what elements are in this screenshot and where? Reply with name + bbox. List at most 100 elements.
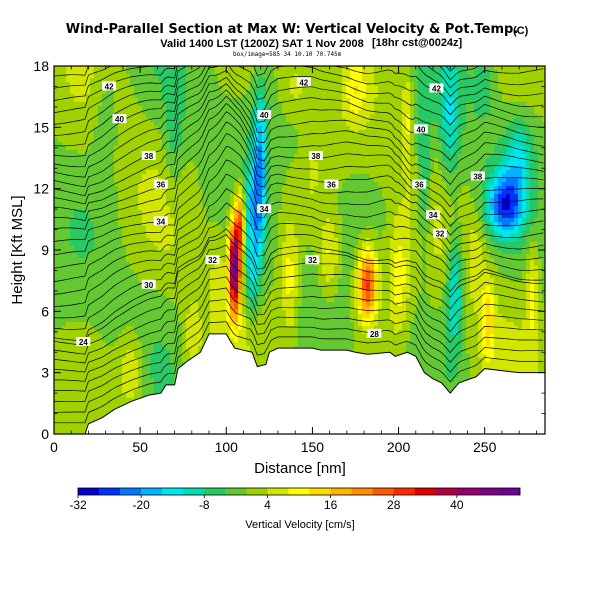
velocity-cell: [98, 182, 103, 187]
velocity-cell: [190, 70, 195, 75]
velocity-cell: [226, 166, 231, 171]
velocity-cell: [126, 110, 131, 115]
velocity-cell: [158, 226, 163, 231]
velocity-cell: [298, 98, 303, 103]
velocity-cell: [398, 210, 403, 215]
velocity-cell: [90, 122, 95, 127]
velocity-cell: [370, 218, 375, 223]
velocity-cell: [58, 122, 63, 127]
velocity-cell: [250, 102, 255, 107]
velocity-cell: [282, 106, 287, 111]
velocity-cell: [82, 74, 87, 79]
velocity-cell: [102, 78, 107, 83]
velocity-cell: [450, 126, 455, 131]
velocity-cell: [234, 202, 239, 207]
velocity-cell: [270, 186, 275, 191]
velocity-cell: [230, 130, 235, 135]
velocity-cell: [402, 150, 407, 155]
velocity-cell: [90, 102, 95, 107]
velocity-cell: [410, 174, 415, 179]
velocity-cell: [198, 146, 203, 151]
velocity-cell: [122, 82, 127, 87]
velocity-cell: [342, 134, 347, 139]
velocity-cell: [350, 218, 355, 223]
velocity-cell: [230, 86, 235, 91]
velocity-cell: [518, 114, 523, 119]
velocity-cell: [506, 210, 511, 215]
velocity-cell: [354, 182, 359, 187]
velocity-cell: [378, 86, 383, 91]
velocity-cell: [150, 122, 155, 127]
velocity-cell: [186, 190, 191, 195]
velocity-cell: [186, 98, 191, 103]
velocity-cell: [86, 102, 91, 107]
velocity-cell: [166, 106, 171, 111]
velocity-cell: [302, 142, 307, 147]
velocity-cell: [346, 130, 351, 135]
velocity-cell: [186, 158, 191, 163]
velocity-cell: [54, 202, 59, 207]
velocity-cell: [382, 126, 387, 131]
velocity-cell: [206, 106, 211, 111]
velocity-cell: [230, 166, 235, 171]
velocity-cell: [330, 98, 335, 103]
velocity-cell: [386, 202, 391, 207]
velocity-cell: [242, 194, 247, 199]
velocity-cell: [394, 206, 399, 211]
velocity-cell: [458, 194, 463, 199]
velocity-cell: [426, 118, 431, 123]
velocity-cell: [474, 130, 479, 135]
velocity-cell: [434, 186, 439, 191]
velocity-cell: [258, 86, 263, 91]
velocity-cell: [122, 194, 127, 199]
velocity-cell: [206, 118, 211, 123]
velocity-cell: [434, 206, 439, 211]
velocity-cell: [342, 186, 347, 191]
velocity-cell: [246, 154, 251, 159]
velocity-cell: [146, 190, 151, 195]
velocity-cell: [182, 94, 187, 99]
velocity-cell: [254, 166, 259, 171]
velocity-cell: [522, 66, 527, 71]
velocity-cell: [498, 146, 503, 151]
velocity-cell: [138, 174, 143, 179]
velocity-cell: [318, 194, 323, 199]
velocity-cell: [54, 138, 59, 143]
velocity-cell: [522, 126, 527, 131]
velocity-cell: [210, 98, 215, 103]
velocity-cell: [214, 82, 219, 87]
velocity-cell: [434, 102, 439, 107]
velocity-cell: [458, 178, 463, 183]
velocity-cell: [210, 166, 215, 171]
velocity-cell: [370, 110, 375, 115]
velocity-cell: [162, 94, 167, 99]
velocity-cell: [526, 90, 531, 95]
velocity-cell: [390, 126, 395, 131]
velocity-cell: [298, 206, 303, 211]
velocity-cell: [250, 186, 255, 191]
velocity-cell: [362, 178, 367, 183]
velocity-cell: [82, 102, 87, 107]
velocity-cell: [310, 210, 315, 215]
velocity-cell: [166, 102, 171, 107]
velocity-cell: [78, 114, 83, 119]
velocity-cell: [214, 202, 219, 207]
velocity-cell: [162, 86, 167, 91]
velocity-cell: [482, 114, 487, 119]
velocity-cell: [494, 74, 499, 79]
velocity-cell: [142, 94, 147, 99]
velocity-cell: [306, 98, 311, 103]
velocity-cell: [342, 202, 347, 207]
velocity-cell: [158, 106, 163, 111]
velocity-cell: [534, 166, 539, 171]
velocity-cell: [518, 154, 523, 159]
velocity-cell: [390, 86, 395, 91]
velocity-cell: [374, 166, 379, 171]
velocity-cell: [514, 130, 519, 135]
velocity-cell: [234, 82, 239, 87]
velocity-cell: [466, 158, 471, 163]
velocity-cell: [510, 162, 515, 167]
velocity-cell: [174, 162, 179, 167]
velocity-cell: [130, 218, 135, 223]
velocity-cell: [186, 118, 191, 123]
